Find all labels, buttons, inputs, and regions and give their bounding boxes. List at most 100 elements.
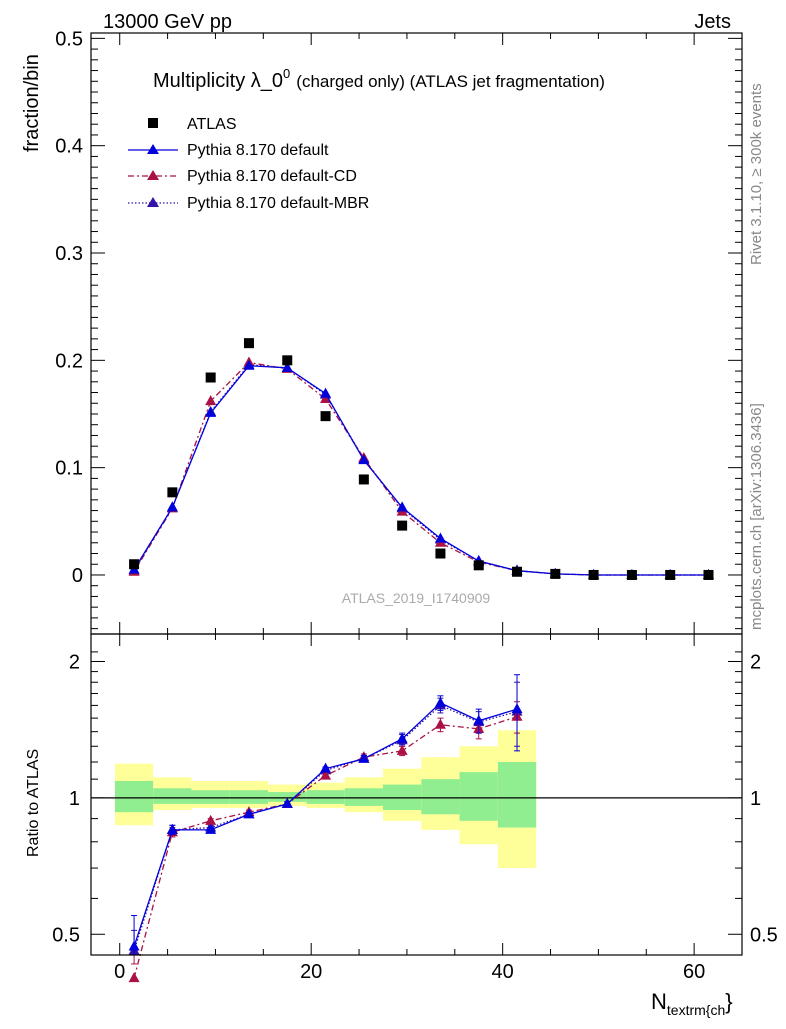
title-sup: 0 bbox=[283, 66, 290, 81]
legend-label-cd: Pythia 8.170 default-CD bbox=[187, 168, 357, 185]
atlas-data-point bbox=[550, 568, 561, 579]
main-series-1-point bbox=[358, 454, 370, 465]
ratio-uncertainty-bands bbox=[114, 730, 537, 869]
atlas-data-point bbox=[167, 487, 178, 498]
ratio-series-2-point bbox=[434, 718, 446, 729]
main-series-1-point bbox=[166, 501, 178, 512]
ratio-series-1-point bbox=[434, 696, 446, 707]
ratio-band-inner bbox=[459, 772, 498, 821]
legend-marker-mbr bbox=[147, 197, 159, 207]
main-plot-series bbox=[128, 338, 714, 580]
ratio-band-inner bbox=[306, 790, 345, 804]
main-series-2-point bbox=[205, 395, 217, 406]
main-series-1-point bbox=[320, 387, 332, 398]
x-tick-label: 20 bbox=[300, 961, 322, 983]
ratio-series-1-point bbox=[320, 762, 332, 773]
ratio-series-2-point bbox=[205, 814, 217, 825]
main-y-tick-label: 0 bbox=[72, 565, 83, 587]
main-series-1-point bbox=[243, 359, 255, 370]
legend-marker-cd bbox=[147, 170, 159, 180]
atlas-data-point bbox=[703, 569, 714, 580]
main-series-1-point bbox=[434, 532, 446, 543]
plot-axes: 0 20 40 60 0 0.1 0.2 0.3 0.4 0.5 0.5 0.5 1 1 2 2 bbox=[52, 28, 778, 983]
ratio-y-tick-label-left: 2 bbox=[69, 651, 80, 673]
title-main: Multiplicity λ_0 bbox=[153, 70, 283, 92]
ratio-series-line-2 bbox=[133, 716, 518, 979]
main-series-line-3 bbox=[133, 363, 709, 576]
title-rest: (charged only) (ATLAS jet fragmentation) bbox=[296, 72, 605, 91]
atlas-data-point bbox=[512, 566, 523, 577]
main-series-line-2 bbox=[133, 361, 709, 576]
ratio-series-1-point bbox=[396, 732, 408, 743]
atlas-data-point bbox=[588, 569, 599, 580]
ratio-series-1-point bbox=[128, 940, 140, 951]
ratio-y-tick-label-right: 2 bbox=[750, 651, 761, 673]
main-series-1-point bbox=[205, 406, 217, 417]
ratio-y-tick-label-left: 1 bbox=[69, 788, 80, 810]
ratio-series-1-point bbox=[511, 703, 523, 714]
legend: ATLAS Pythia 8.170 default Pythia 8.170 … bbox=[128, 116, 369, 212]
main-y-tick-label: 0.3 bbox=[55, 243, 83, 265]
header-energy: 13000 GeV pp bbox=[103, 11, 232, 33]
ratio-series-1-point bbox=[205, 823, 217, 834]
main-series-1-point bbox=[281, 361, 293, 372]
ratio-series-2-point bbox=[128, 972, 140, 983]
main-y-tick-label: 0.5 bbox=[55, 28, 83, 50]
ratio-y-tick-label-left: 0.5 bbox=[52, 924, 80, 946]
ratio-band-inner bbox=[268, 792, 307, 802]
rivet-label: Rivet 3.1.10, ≥ 300k events bbox=[748, 83, 765, 265]
atlas-data-point bbox=[358, 474, 369, 485]
ratio-series-1-point bbox=[473, 714, 485, 725]
ratio-band-inner bbox=[153, 788, 192, 804]
plot-title: Multiplicity λ_00 (charged only) (ATLAS j… bbox=[153, 66, 605, 92]
ratio-series-2-point bbox=[396, 744, 408, 755]
atlas-data-point bbox=[626, 569, 637, 580]
x-tick-label: 40 bbox=[492, 961, 514, 983]
ratio-band-inner bbox=[497, 762, 537, 828]
main-series-line-1 bbox=[133, 365, 709, 576]
atlas-data-point bbox=[435, 548, 446, 559]
ratio-band-inner bbox=[114, 780, 154, 813]
ratio-band-inner bbox=[229, 790, 269, 804]
atlas-data-point bbox=[282, 355, 293, 366]
ratio-y-tick-label-right: 1 bbox=[750, 788, 761, 810]
ratio-series-1-point bbox=[166, 823, 178, 834]
x-tick-label: 60 bbox=[683, 961, 705, 983]
x-axis-title-sub: textrm{ch bbox=[667, 1002, 725, 1018]
main-y-tick-label: 0.4 bbox=[55, 136, 83, 158]
analysis-watermark: ATLAS_2019_I1740909 bbox=[342, 590, 491, 606]
ratio-series-1-point bbox=[358, 752, 370, 763]
ratio-band-inner bbox=[421, 779, 460, 815]
atlas-data-point bbox=[397, 520, 408, 531]
main-y-axis-title: fraction/bin bbox=[21, 54, 43, 152]
legend-marker-atlas bbox=[148, 118, 158, 128]
x-axis-title-main: N bbox=[651, 989, 667, 1014]
ratio-plot-frame bbox=[90, 633, 743, 956]
atlas-data-point bbox=[205, 372, 216, 383]
legend-label-mbr: Pythia 8.170 default-MBR bbox=[187, 195, 369, 212]
x-axis-title: Ntextrm{ch} bbox=[651, 989, 733, 1018]
main-series-1-point bbox=[396, 501, 408, 512]
atlas-data-point bbox=[473, 560, 484, 571]
ratio-series-1-point bbox=[281, 797, 293, 808]
ratio-y-tick-label-right: 0.5 bbox=[750, 924, 778, 946]
ratio-y-axis-title: Ratio to ATLAS bbox=[25, 749, 42, 857]
header-process: Jets bbox=[694, 11, 731, 33]
atlas-data-point bbox=[243, 338, 254, 349]
atlas-data-point bbox=[320, 411, 331, 422]
legend-label-atlas: ATLAS bbox=[187, 116, 237, 133]
legend-label-default: Pythia 8.170 default bbox=[187, 142, 329, 159]
main-series-2-point bbox=[320, 392, 332, 403]
ratio-plot-series bbox=[128, 674, 523, 983]
ratio-series-1-point bbox=[243, 808, 255, 819]
main-y-tick-label: 0.1 bbox=[55, 458, 83, 480]
x-tick-label: 0 bbox=[114, 961, 125, 983]
main-y-tick-label: 0.2 bbox=[55, 350, 83, 372]
ratio-series-2-point bbox=[320, 769, 332, 780]
legend-marker-default bbox=[147, 144, 159, 154]
ratio-band-inner bbox=[191, 790, 230, 804]
ratio-band-inner bbox=[344, 788, 383, 806]
atlas-data-point bbox=[129, 559, 140, 570]
atlas-data-point bbox=[665, 569, 676, 580]
